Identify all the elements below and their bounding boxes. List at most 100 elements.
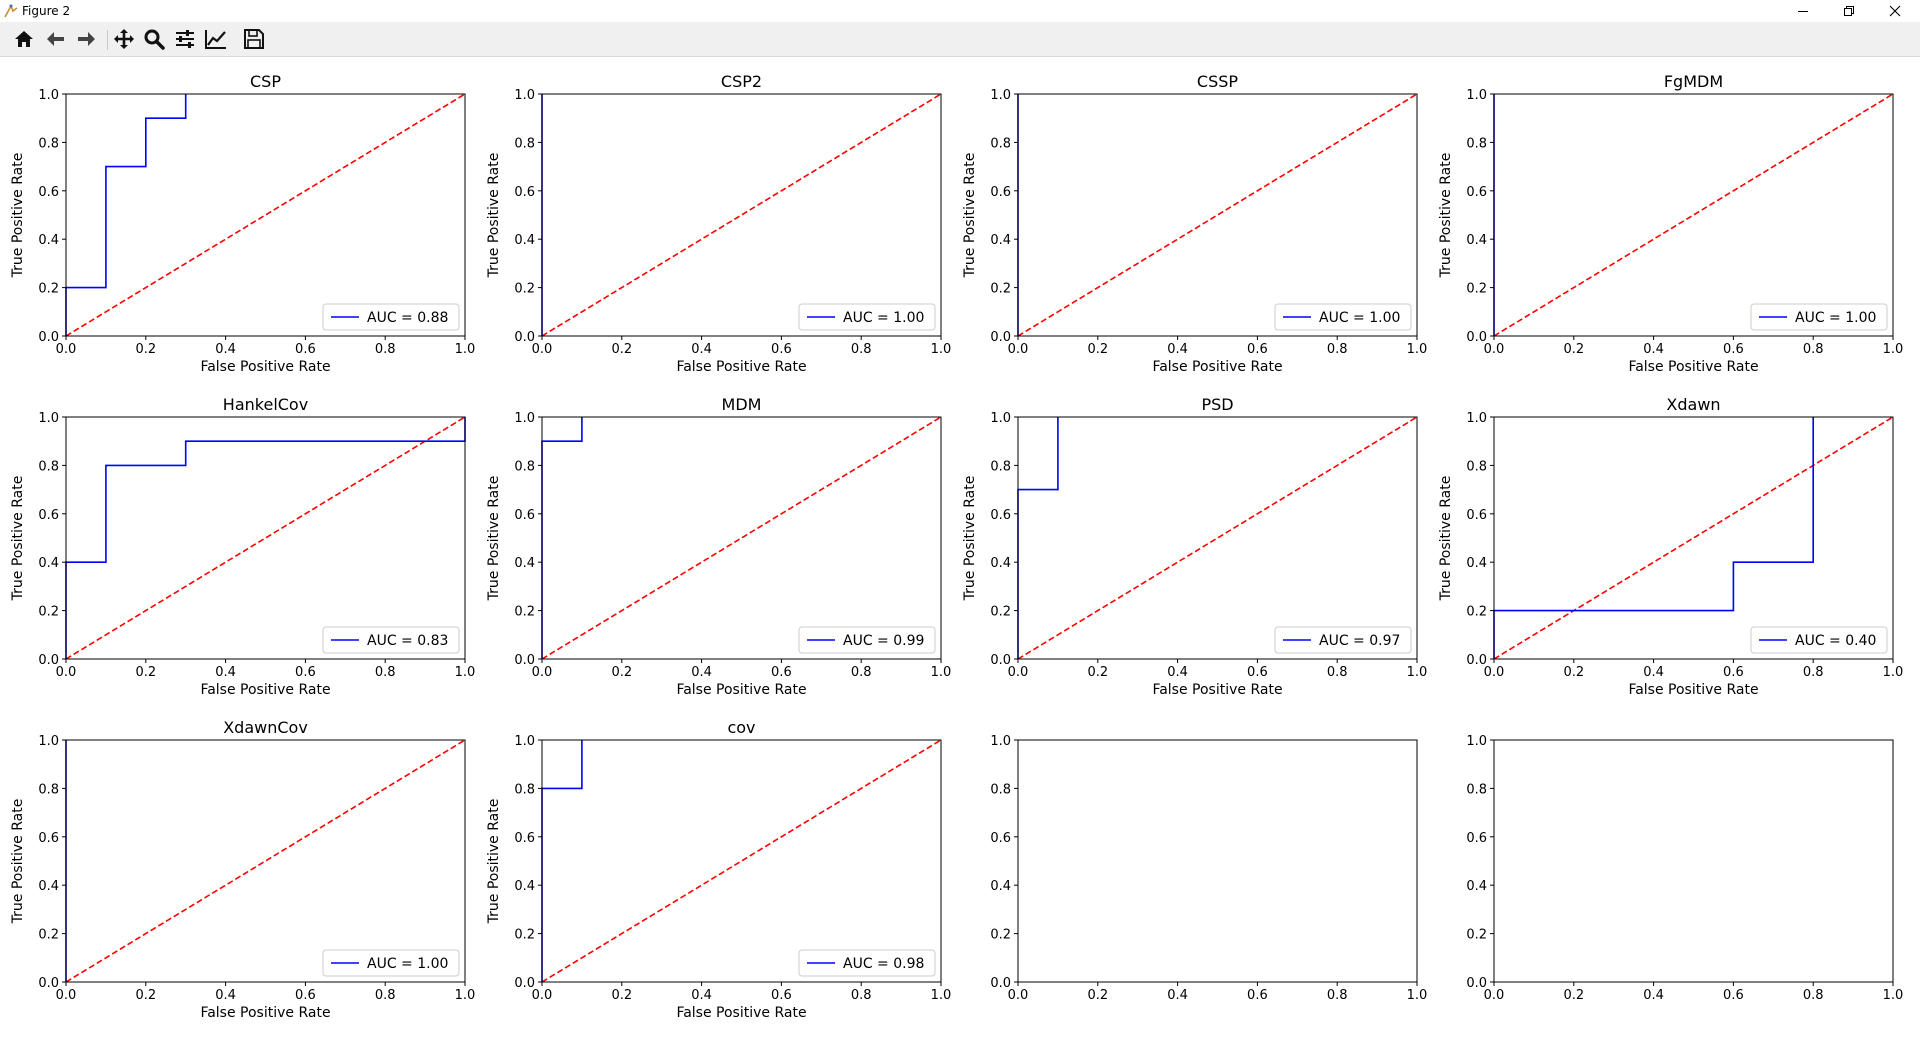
home-icon xyxy=(15,31,33,47)
restore-button[interactable] xyxy=(1829,0,1869,22)
y-tick-label: 0.2 xyxy=(514,928,535,943)
chance-line xyxy=(65,739,466,983)
y-tick-label: 0.2 xyxy=(38,282,59,297)
x-axis-label: False Positive Rate xyxy=(676,682,806,698)
pan-button[interactable] xyxy=(111,27,137,51)
roc-curve xyxy=(65,417,466,659)
x-tick-label: 1.0 xyxy=(931,342,952,357)
chance-line xyxy=(1017,416,1418,660)
subplot-title: XdawnCov xyxy=(223,718,308,737)
y-tick-label: 0.2 xyxy=(1466,605,1487,620)
x-axis-label: False Positive Rate xyxy=(1628,682,1758,698)
y-tick-label: 0.8 xyxy=(1466,459,1487,474)
x-axis-label: False Positive Rate xyxy=(1152,682,1282,698)
y-tick-label: 0.4 xyxy=(514,233,535,248)
y-tick-label: 0.2 xyxy=(38,605,59,620)
y-tick-label: 0.6 xyxy=(1466,508,1487,523)
minimize-button[interactable] xyxy=(1783,0,1823,22)
magnifier-icon xyxy=(144,29,165,50)
y-tick-label: 0.8 xyxy=(1466,136,1487,151)
configure-subplots-button[interactable] xyxy=(172,27,198,51)
x-tick-label: 0.6 xyxy=(295,342,316,357)
y-tick-label: 0.0 xyxy=(38,653,59,668)
x-tick-label: 0.4 xyxy=(215,988,236,1003)
x-tick-label: 0.6 xyxy=(771,988,792,1003)
roc-curve xyxy=(1017,417,1059,659)
axes-frame xyxy=(541,416,942,660)
roc-curve xyxy=(541,417,583,659)
x-tick-label: 1.0 xyxy=(1883,988,1904,1003)
x-tick-label: 0.6 xyxy=(1723,342,1744,357)
home-button[interactable] xyxy=(11,27,37,51)
close-icon xyxy=(1889,5,1901,17)
axes-frame xyxy=(1493,93,1894,337)
arrow-left-icon xyxy=(47,32,64,46)
y-tick-label: 1.0 xyxy=(990,734,1011,749)
y-tick-label: 0.6 xyxy=(990,185,1011,200)
chance-line xyxy=(1493,416,1894,660)
x-axis-label: False Positive Rate xyxy=(200,1005,330,1021)
save-button[interactable] xyxy=(241,27,267,51)
y-tick-label: 0.2 xyxy=(990,928,1011,943)
x-tick-label: 0.8 xyxy=(375,988,396,1003)
y-tick-label: 0.6 xyxy=(38,185,59,200)
move-icon xyxy=(114,29,134,49)
x-tick-label: 0.2 xyxy=(135,665,156,680)
minimize-icon xyxy=(1798,11,1808,12)
x-tick-label: 0.8 xyxy=(375,342,396,357)
x-tick-label: 0.6 xyxy=(1723,665,1744,680)
toolbar-separator xyxy=(107,30,108,50)
back-button[interactable] xyxy=(43,27,69,51)
y-tick-label: 0.8 xyxy=(514,782,535,797)
subplot-title: CSP xyxy=(250,72,281,91)
x-tick-label: 0.0 xyxy=(56,342,77,357)
x-tick-label: 0.8 xyxy=(1803,665,1824,680)
subplot-title: cov xyxy=(727,718,755,737)
x-tick-label: 0.2 xyxy=(1087,988,1108,1003)
legend-label: AUC = 0.98 xyxy=(843,956,924,972)
y-tick-label: 0.0 xyxy=(990,330,1011,345)
y-tick-label: 1.0 xyxy=(38,734,59,749)
legend-box xyxy=(1750,303,1888,331)
zoom-button[interactable] xyxy=(141,27,167,51)
x-tick-label: 0.2 xyxy=(1563,342,1584,357)
x-tick-label: 0.8 xyxy=(1803,342,1824,357)
forward-button[interactable] xyxy=(73,27,99,51)
x-tick-label: 0.2 xyxy=(611,988,632,1003)
y-tick-label: 0.6 xyxy=(514,185,535,200)
y-tick-label: 0.6 xyxy=(514,508,535,523)
roc-curve xyxy=(1493,417,1814,659)
y-tick-label: 0.0 xyxy=(1466,653,1487,668)
y-axis-label: True Positive Rate xyxy=(10,799,26,925)
chance-line xyxy=(541,739,942,983)
y-axis-label: True Positive Rate xyxy=(1438,476,1454,602)
restore-icon xyxy=(1844,6,1854,16)
legend-box xyxy=(798,303,936,331)
subplot: 0.0 0.2 0.4 0.6 0.8 1.0 0.0 0.2 0.4 0.6 0.8 1.0 Xdaw… xyxy=(10,718,475,1021)
edit-axes-button[interactable] xyxy=(203,27,229,51)
x-tick-label: 0.8 xyxy=(375,665,396,680)
y-tick-label: 0.4 xyxy=(1466,556,1487,571)
x-tick-label: 0.2 xyxy=(1563,988,1584,1003)
subplot-title: CSSP xyxy=(1197,72,1238,91)
subplot-title: Xdawn xyxy=(1666,395,1720,414)
figure-canvas[interactable]: 0.0 0.2 0.4 0.6 0.8 1.0 0.0 0.2 0.4 0.6 0.8 1.0 CSP F… xyxy=(0,57,1920,1037)
x-tick-label: 1.0 xyxy=(931,665,952,680)
y-axis-label: True Positive Rate xyxy=(962,153,978,279)
subplot: 0.0 0.2 0.4 0.6 0.8 1.0 0.0 0.2 0.4 0.6 0.8 1.0 CSP2… xyxy=(486,72,951,375)
arrow-right-icon xyxy=(78,32,95,46)
axes-frame xyxy=(1493,739,1894,983)
close-button[interactable] xyxy=(1875,0,1915,22)
y-tick-label: 0.0 xyxy=(514,976,535,991)
subplot: 0.0 0.2 0.4 0.6 0.8 1.0 0.0 0.2 0.4 0.6 0.8 1.0 PSD F… xyxy=(962,395,1427,698)
x-tick-label: 0.4 xyxy=(215,342,236,357)
y-tick-label: 1.0 xyxy=(990,411,1011,426)
axes-frame xyxy=(1017,416,1418,660)
legend-label: AUC = 1.00 xyxy=(843,310,924,326)
axes-frame xyxy=(541,739,942,983)
x-tick-label: 1.0 xyxy=(1407,342,1428,357)
y-axis-label: True Positive Rate xyxy=(10,476,26,602)
subplot: 0.0 0.2 0.4 0.6 0.8 1.0 0.0 0.2 0.4 0.6 0.8 1.0 Hank… xyxy=(10,395,475,698)
chance-line xyxy=(65,93,466,337)
roc-curve xyxy=(541,740,583,982)
